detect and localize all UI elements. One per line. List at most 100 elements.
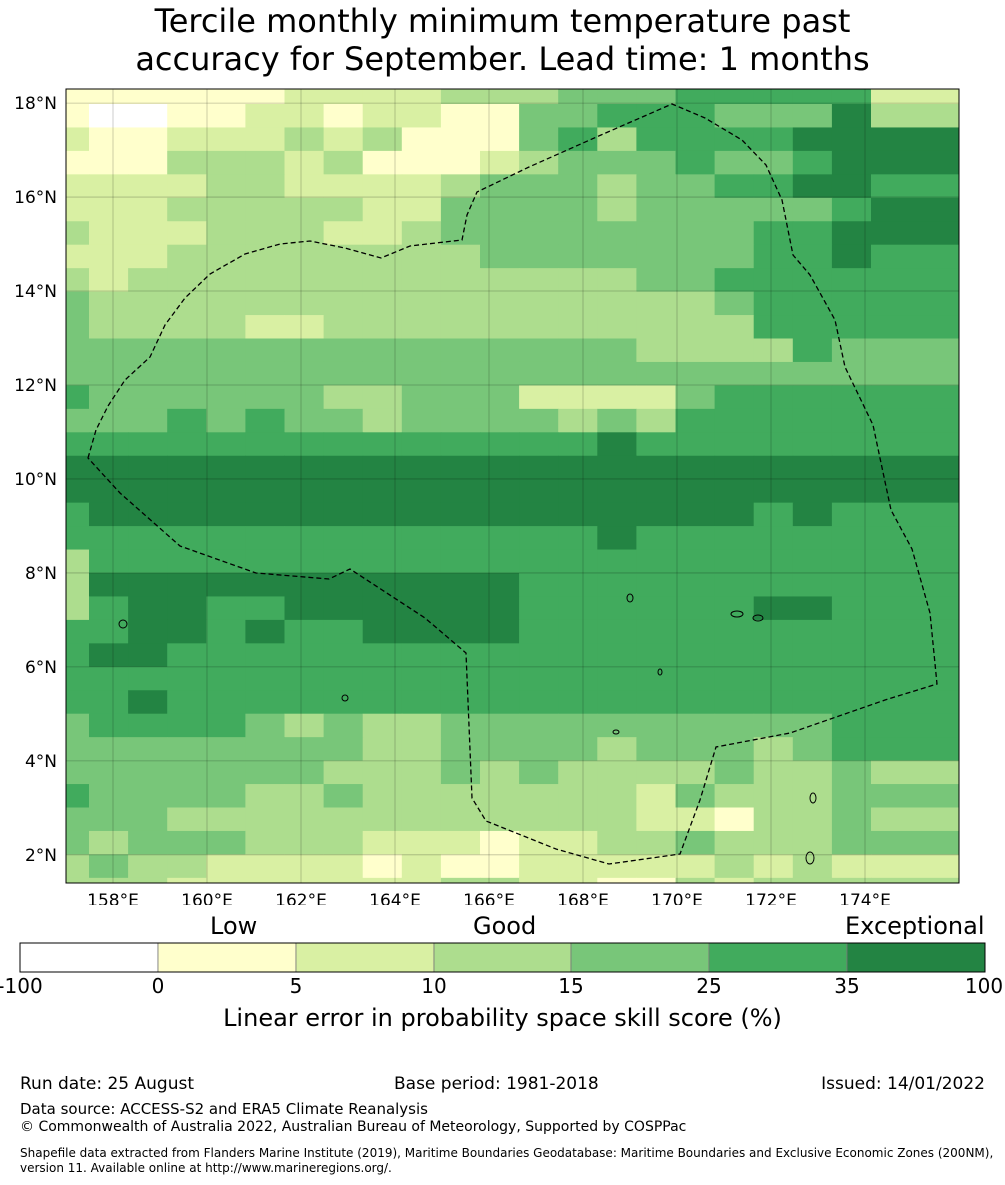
grid-cell	[284, 244, 325, 269]
grid-cell	[66, 338, 90, 363]
grid-cell	[480, 713, 520, 738]
grid-cell	[558, 526, 598, 551]
grid-cell	[89, 877, 129, 884]
grid-cell	[206, 221, 246, 246]
grid-cell	[636, 197, 676, 222]
grid-cell	[753, 854, 794, 879]
grid-cell	[558, 760, 598, 785]
grid-cell	[284, 784, 325, 808]
grid-cell	[871, 573, 960, 597]
lon-tick-label: 162°E	[275, 891, 327, 905]
grid-cell	[792, 361, 833, 386]
colorbar-segment	[846, 942, 986, 973]
grid-cell	[558, 408, 598, 433]
grid-cell	[401, 619, 442, 644]
grid-cell	[558, 338, 598, 363]
grid-cell	[128, 666, 168, 691]
grid-cell	[831, 338, 872, 363]
grid-cell	[362, 784, 403, 808]
grid-cell	[519, 807, 559, 832]
grid-cell	[714, 197, 755, 222]
grid-cell	[206, 807, 246, 832]
grid-cell	[675, 643, 716, 668]
grid-cell	[401, 526, 442, 551]
grid-cell	[558, 643, 598, 668]
grid-cell	[362, 291, 403, 316]
grid-cell	[401, 291, 442, 316]
grid-cell	[597, 291, 637, 316]
grid-cell	[128, 737, 168, 762]
grid-cell	[519, 690, 559, 715]
grid-cell	[401, 455, 442, 480]
grid-cell	[871, 197, 960, 222]
grid-cell	[792, 244, 833, 269]
grid-cell	[66, 502, 90, 527]
grid-cell	[284, 830, 325, 855]
grid-cell	[89, 268, 129, 293]
grid-cell	[167, 737, 207, 762]
grid-cell	[675, 760, 716, 785]
grid-cell	[831, 315, 872, 339]
grid-cell	[714, 479, 755, 504]
grid-cell	[323, 666, 364, 691]
grid-cell	[597, 830, 637, 855]
grid-cell	[362, 760, 403, 785]
grid-cell	[636, 127, 676, 152]
grid-cell	[362, 385, 403, 410]
grid-cell	[558, 877, 598, 884]
grid-cell	[167, 338, 207, 363]
grid-cell	[519, 127, 559, 152]
grid-cell	[831, 854, 872, 879]
grid-cell	[66, 596, 90, 621]
grid-cell	[284, 268, 325, 293]
grid-cell	[519, 244, 559, 269]
grid-cell	[323, 244, 364, 269]
grid-cell	[66, 690, 90, 715]
grid-cell	[128, 479, 168, 504]
grid-cell	[714, 338, 755, 363]
colorbar-frame	[19, 942, 986, 973]
grid-cell	[714, 549, 755, 574]
grid-cell	[753, 479, 794, 504]
grid-cell	[597, 643, 637, 668]
grid-cell	[480, 432, 520, 457]
grid-cell	[636, 104, 676, 128]
grid-cell	[871, 127, 960, 152]
grid-cell	[323, 197, 364, 222]
grid-cell	[167, 174, 207, 199]
grid-cell	[323, 854, 364, 879]
grid-cell	[831, 268, 872, 293]
skill-score-map: 18°N 16°N 14°N 12°N 10°N 8°N 6°N 4°N 2°N 158°E 16…	[14, 88, 960, 905]
grid-cell	[440, 150, 481, 175]
grid-cell	[519, 408, 559, 433]
grid-cell	[480, 830, 520, 855]
grid-cell	[66, 432, 90, 457]
grid-cell	[831, 643, 872, 668]
grid-cell	[128, 89, 168, 105]
grid-cell	[66, 291, 90, 316]
grid-cell	[440, 455, 481, 480]
grid-cell	[362, 315, 403, 339]
grid-cell	[66, 713, 90, 738]
grid-cell	[636, 244, 676, 269]
island-outlines	[118, 593, 817, 865]
grid-cell	[401, 643, 442, 668]
grid-cell	[206, 268, 246, 293]
grid-cell	[636, 737, 676, 762]
grid-cell	[128, 690, 168, 715]
grid-cell	[871, 619, 960, 644]
grid-cell	[167, 479, 207, 504]
grid-cell	[597, 619, 637, 644]
grid-cell	[167, 127, 207, 152]
grid-cell	[831, 690, 872, 715]
grid-cell	[871, 291, 960, 316]
grid-cell	[89, 807, 129, 832]
grid-cell	[714, 89, 755, 105]
grid-cell	[675, 315, 716, 339]
grid-cell	[245, 385, 285, 410]
grid-cell	[66, 385, 90, 410]
grid-cell	[245, 713, 285, 738]
grid-cell	[714, 784, 755, 808]
grid-cell	[675, 268, 716, 293]
grid-cell	[128, 432, 168, 457]
